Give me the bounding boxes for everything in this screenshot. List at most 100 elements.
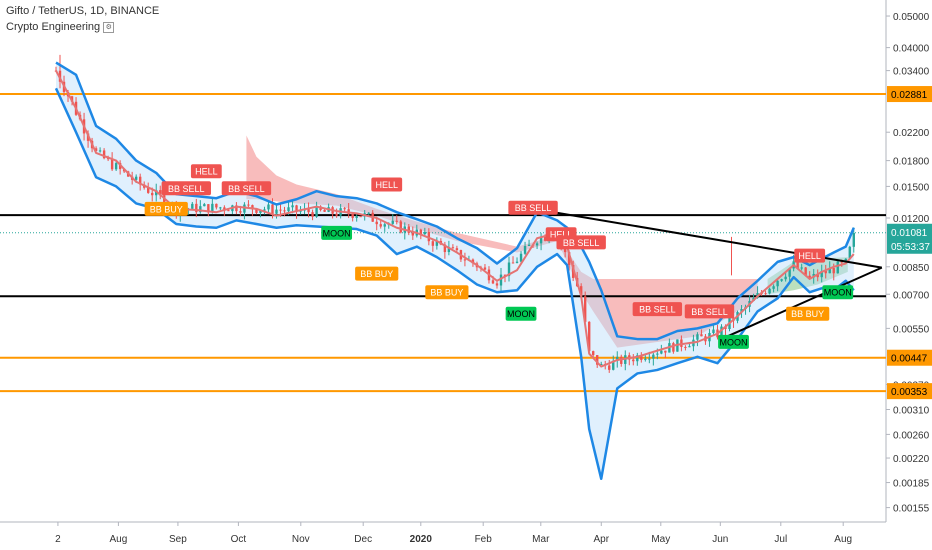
upper-band-line: [55, 61, 855, 341]
candle-body: [375, 221, 378, 225]
candle-body: [443, 244, 447, 253]
signal-badge: [321, 225, 353, 240]
candle-body: [828, 268, 831, 274]
candle-body: [195, 203, 198, 213]
candle-body: [391, 220, 394, 224]
candle-body: [700, 334, 703, 337]
red-cloud-area: [246, 135, 758, 348]
candle-body: [495, 283, 499, 286]
candle-body: [600, 364, 603, 366]
candle-body: [411, 232, 414, 236]
candle-body: [235, 205, 238, 212]
candle-body: [291, 205, 294, 208]
signal-badge: [556, 235, 606, 250]
x-tick-label: Jul: [774, 534, 787, 545]
candle-body: [287, 207, 290, 212]
candle-body: [211, 203, 214, 213]
candle-body: [315, 206, 318, 217]
signal-badge: [822, 285, 854, 300]
y-tick-label: 0.00220: [893, 454, 930, 465]
symbol-title: Gifto / TetherUS, 1D, BINANCE: [6, 5, 160, 17]
candle-body: [255, 209, 258, 213]
candle-body: [138, 176, 142, 185]
candle-body: [776, 280, 779, 287]
x-tick-label: 2: [55, 534, 61, 545]
candle-body: [383, 224, 386, 227]
candle-body: [207, 204, 210, 213]
candle-body: [335, 213, 338, 216]
candle-body: [227, 210, 230, 212]
signal-badge: [221, 181, 272, 196]
x-tick-label: 2020: [410, 534, 433, 545]
candle-body: [275, 209, 278, 214]
candle-body: [451, 247, 455, 249]
candle-body: [247, 204, 250, 206]
signal-label: BB BUY: [791, 309, 824, 319]
candle-body: [407, 226, 410, 233]
candle-body: [423, 232, 427, 235]
price-level-tag: [887, 349, 932, 366]
x-tick-label: May: [651, 534, 670, 545]
signal-label: BB SELL: [691, 307, 728, 317]
signal-badge: [684, 304, 735, 319]
signal-badge: [794, 248, 826, 263]
signal-label: MOON: [323, 228, 351, 238]
candle-body: [539, 236, 543, 244]
candle-body: [110, 158, 114, 170]
indicator-label: Crypto Engineering ⚙: [6, 21, 115, 33]
candle-body: [283, 210, 286, 212]
candle-body: [764, 293, 767, 295]
candle-body: [636, 355, 639, 362]
candle-body: [163, 195, 166, 207]
candle-body: [307, 208, 310, 213]
candle-body: [788, 268, 791, 277]
x-tick-label: Aug: [110, 534, 128, 545]
candle-body: [399, 221, 402, 233]
candle-body: [155, 190, 158, 196]
candle-body: [395, 220, 398, 222]
candle-body: [147, 187, 150, 193]
signal-label: BB SELL: [515, 203, 552, 213]
candle-body: [656, 353, 659, 355]
candle-body: [780, 279, 783, 281]
candle-body: [796, 261, 799, 269]
settings-icon[interactable]: ⚙: [103, 21, 115, 33]
y-tick-label: 0.05000: [893, 12, 930, 23]
candle-body: [323, 209, 326, 212]
candle-body: [94, 148, 98, 152]
signal-label: BB BUY: [150, 204, 183, 214]
candle-body: [848, 246, 851, 259]
candle-body: [243, 204, 246, 213]
candle-body: [640, 355, 643, 360]
candle-body: [199, 206, 202, 213]
candle-body: [596, 355, 599, 365]
signal-badge: [355, 266, 399, 281]
candle-body: [832, 268, 835, 274]
signal-badge: [786, 306, 830, 321]
candle-body: [203, 204, 206, 207]
candle-body: [295, 205, 298, 212]
x-tick-label: Oct: [231, 534, 247, 545]
y-tick-label: 0.00155: [893, 504, 930, 515]
candle-body: [660, 350, 663, 354]
indicator-name: Crypto Engineering: [6, 21, 101, 33]
signal-label: BB BUY: [360, 269, 393, 279]
candle-body: [427, 232, 431, 242]
candle-body: [435, 240, 439, 246]
candle-body: [804, 267, 807, 276]
signal-badge: [505, 306, 537, 321]
candle-body: [583, 296, 587, 322]
candle-body: [447, 247, 451, 253]
candle-body: [852, 233, 855, 247]
candle-body: [612, 360, 615, 370]
candle-body: [499, 274, 503, 286]
candle-body: [684, 346, 687, 348]
candle-body: [644, 358, 647, 360]
candle-body: [844, 258, 847, 263]
candle-body: [632, 359, 635, 362]
signal-label: MOON: [824, 288, 852, 298]
price-level-tag: [887, 86, 932, 103]
signal-label: BB SELL: [228, 184, 265, 194]
